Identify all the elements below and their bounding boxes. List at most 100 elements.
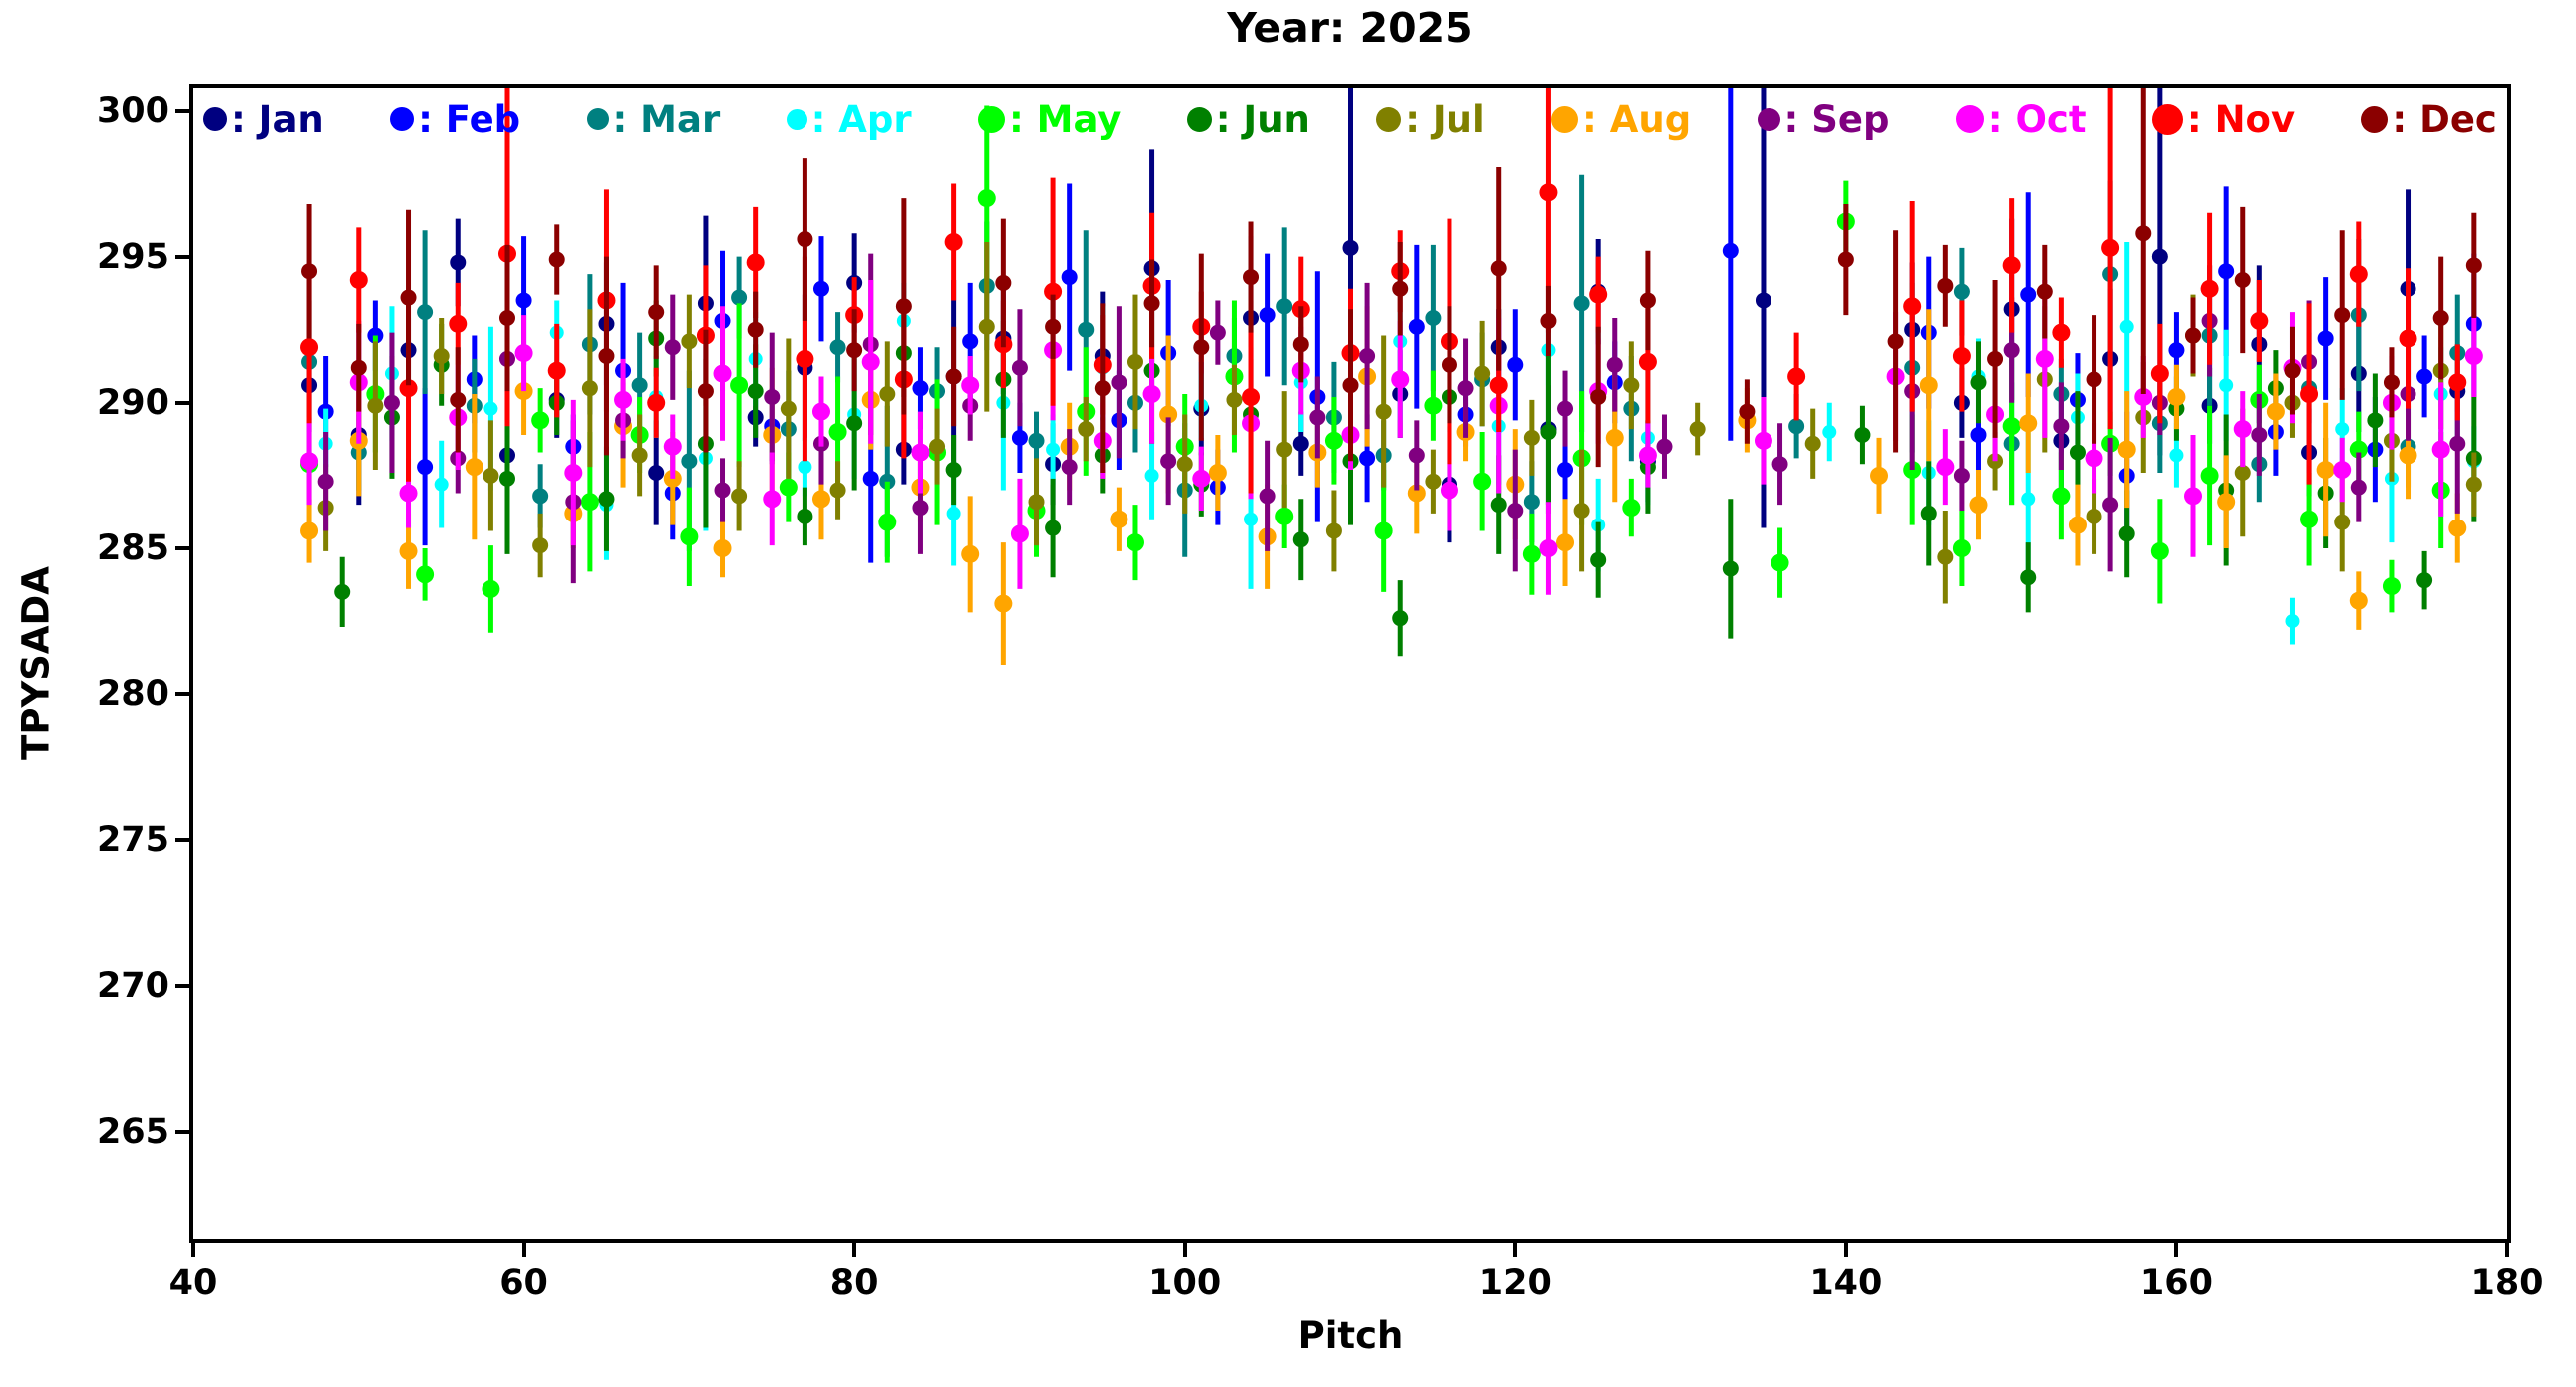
data-point: [1392, 280, 1409, 297]
x-tick-mark: [852, 1243, 857, 1257]
x-tick-mark: [1843, 1243, 1848, 1257]
data-point: [961, 544, 980, 563]
data-point: [681, 453, 698, 470]
y-tick-label: 280: [96, 674, 169, 715]
data-point: [1854, 426, 1871, 443]
data-point: [713, 539, 732, 557]
data-point: [532, 537, 549, 554]
data-point: [2449, 435, 2466, 452]
data-point: [1127, 353, 1143, 370]
data-point: [532, 488, 549, 505]
legend-marker-icon: [390, 107, 415, 131]
data-point: [1937, 277, 1954, 294]
data-point: [2234, 464, 2251, 481]
data-point: [1342, 377, 1359, 394]
data-point: [1920, 505, 1937, 521]
x-tick-mark: [2505, 1243, 2509, 1257]
y-tick-mark: [175, 692, 189, 697]
data-point: [2185, 327, 2202, 344]
data-point: [2102, 497, 2119, 514]
data-point: [2003, 342, 2020, 359]
data-point: [647, 393, 666, 412]
data-point: [2184, 487, 2203, 506]
data-point: [681, 333, 698, 350]
data-point: [483, 467, 499, 484]
data-point: [1987, 350, 2004, 367]
data-point: [2002, 417, 2021, 436]
data-point: [746, 253, 765, 272]
data-point: [2168, 342, 2185, 359]
x-tick-label: 40: [168, 1263, 218, 1303]
y-tick-label: 265: [96, 1111, 169, 1152]
data-point: [2317, 330, 2334, 347]
data-point: [780, 400, 797, 417]
data-point: [2150, 541, 2169, 560]
data-point: [1622, 499, 1641, 518]
data-point: [1969, 496, 1988, 515]
data-point: [2002, 256, 2021, 275]
data-point: [1887, 333, 1904, 350]
data-point: [1144, 468, 1159, 483]
data-point: [2250, 311, 2269, 330]
data-point: [2052, 323, 2071, 342]
legend-item-mar: : Mar: [586, 98, 720, 141]
legend-item-aug: : Aug: [1551, 98, 1691, 141]
data-point: [862, 470, 879, 487]
data-point: [2448, 519, 2467, 537]
data-point: [515, 292, 532, 309]
legend-item-may: : May: [977, 98, 1121, 141]
data-point: [1359, 348, 1376, 365]
legend-marker-icon: [203, 107, 227, 131]
data-point: [1143, 295, 1160, 312]
data-point: [1044, 282, 1063, 301]
legend-item-apr: : Apr: [786, 98, 912, 141]
data-point: [417, 459, 434, 476]
data-point: [895, 298, 912, 315]
data-point: [796, 349, 814, 368]
data-point: [747, 321, 764, 338]
legend-marker-icon: [786, 108, 807, 130]
data-point: [1142, 385, 1161, 404]
data-point: [1573, 295, 1590, 312]
data-point: [829, 339, 846, 356]
data-point: [731, 488, 748, 505]
data-point: [2284, 362, 2301, 379]
data-point: [1952, 347, 1971, 366]
data-point: [1903, 297, 1922, 316]
legend-label: : Aug: [1582, 97, 1692, 141]
legend-item-oct: : Oct: [1955, 97, 2087, 141]
data-point: [1754, 431, 1772, 450]
data-point: [1011, 359, 1028, 376]
data-point: [946, 506, 961, 520]
data-point: [1126, 533, 1144, 552]
data-point: [2285, 614, 2300, 629]
data-point: [1374, 521, 1393, 540]
y-tick-mark: [175, 838, 189, 843]
data-point: [1623, 377, 1640, 394]
data-point: [1408, 447, 1425, 464]
data-point: [2349, 440, 2368, 459]
data-point: [2266, 402, 2285, 421]
legend-marker-icon: [1551, 105, 1579, 133]
legend-label: : Oct: [1987, 97, 2087, 141]
data-point: [1441, 356, 1457, 373]
data-point: [713, 364, 732, 383]
data-point: [2233, 420, 2252, 439]
data-point: [1953, 467, 1970, 484]
data-point: [1837, 251, 1854, 268]
data-point: [1111, 374, 1127, 391]
legend-marker-icon: [2151, 103, 2183, 135]
data-point: [2200, 279, 2219, 298]
chart-title: Year: 2025: [1227, 4, 1473, 52]
series-oct: [300, 279, 2483, 595]
data-point: [1342, 239, 1359, 256]
data-point: [1937, 548, 1954, 565]
data-point: [2150, 364, 2169, 383]
data-point: [797, 508, 813, 524]
legend-marker-icon: [1186, 106, 1212, 132]
data-point: [2035, 349, 2054, 368]
data-point: [399, 541, 418, 560]
data-point: [1639, 292, 1656, 309]
legend-label: : Jun: [1215, 97, 1310, 141]
